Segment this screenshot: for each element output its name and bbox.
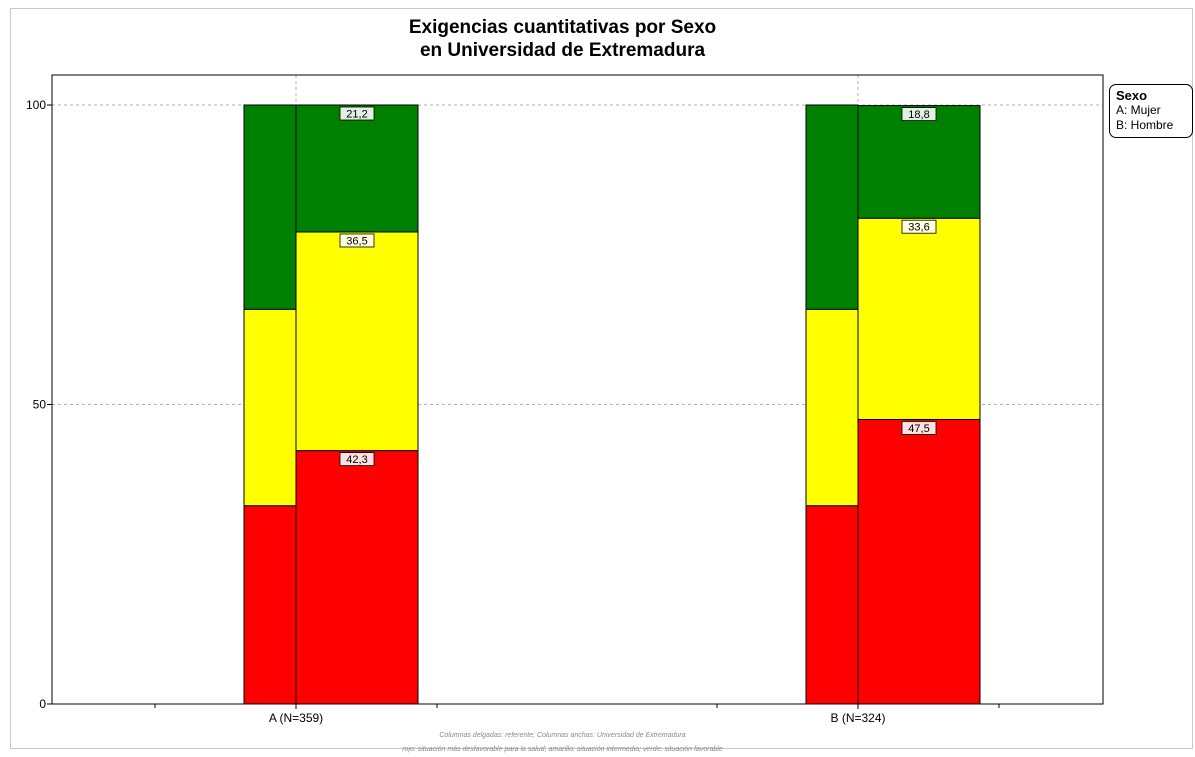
legend-box: Sexo A: Mujer B: Hombre bbox=[1109, 84, 1193, 138]
data-label-box-verde-1 bbox=[901, 107, 937, 121]
legend-title: Sexo bbox=[1116, 88, 1148, 103]
note-colors: rojo: situación más desfavorable para la… bbox=[402, 746, 723, 753]
data-label-amarillo-1: 33,6 bbox=[908, 222, 929, 234]
univ-bar-amarillo-0 bbox=[295, 231, 419, 452]
ref-bar-amarillo-1 bbox=[805, 308, 859, 507]
plot-area-border bbox=[51, 74, 1104, 705]
chart-frame bbox=[10, 8, 1193, 749]
data-label-verde-1: 18,8 bbox=[908, 109, 929, 121]
data-label-verde-0: 21,2 bbox=[346, 109, 367, 121]
data-label-rojo-0: 42,3 bbox=[346, 454, 367, 466]
data-label-amarillo-0: 36,5 bbox=[346, 235, 367, 247]
data-label-box-amarillo-1 bbox=[901, 219, 937, 234]
univ-bar-verde-0 bbox=[295, 104, 419, 233]
chart-title: Exigencias cuantitativas por Sexo en Uni… bbox=[0, 16, 1125, 62]
ref-bar-verde-1 bbox=[805, 104, 859, 310]
univ-bar-verde-1 bbox=[857, 105, 981, 219]
y-tick-label-2: 100 bbox=[26, 98, 46, 112]
chart-notes: Columnas delgadas: referente; Columnas a… bbox=[0, 729, 1125, 757]
x-tick-label-1: B (N=324) bbox=[830, 711, 885, 725]
y-tick-label-1: 50 bbox=[33, 398, 47, 412]
chart-title-line-1: Exigencias cuantitativas por Sexo bbox=[408, 17, 717, 38]
ref-bar-verde-0 bbox=[243, 104, 297, 310]
data-label-box-rojo-1 bbox=[901, 421, 937, 435]
univ-bar-amarillo-1 bbox=[857, 217, 981, 420]
ref-bar-amarillo-0 bbox=[243, 308, 297, 507]
data-label-box-verde-0 bbox=[339, 106, 375, 121]
note-columns: Columnas delgadas: referente; Columnas a… bbox=[439, 732, 686, 739]
univ-bar-rojo-0 bbox=[295, 450, 419, 705]
data-label-box-rojo-0 bbox=[339, 452, 375, 467]
ref-bar-rojo-0 bbox=[243, 505, 297, 705]
y-tick-label-0: 0 bbox=[39, 697, 46, 711]
data-label-box-amarillo-0 bbox=[339, 233, 375, 248]
legend-item-a: A: Mujer bbox=[1116, 103, 1161, 117]
x-tick-label-0: A (N=359) bbox=[269, 711, 323, 725]
chart-title-line-2: en Universidad de Extremadura bbox=[419, 40, 706, 61]
data-label-rojo-1: 47,5 bbox=[908, 423, 929, 435]
legend-item-b: B: Hombre bbox=[1116, 118, 1174, 132]
univ-bar-rojo-1 bbox=[857, 418, 981, 705]
ref-bar-rojo-1 bbox=[805, 505, 859, 705]
